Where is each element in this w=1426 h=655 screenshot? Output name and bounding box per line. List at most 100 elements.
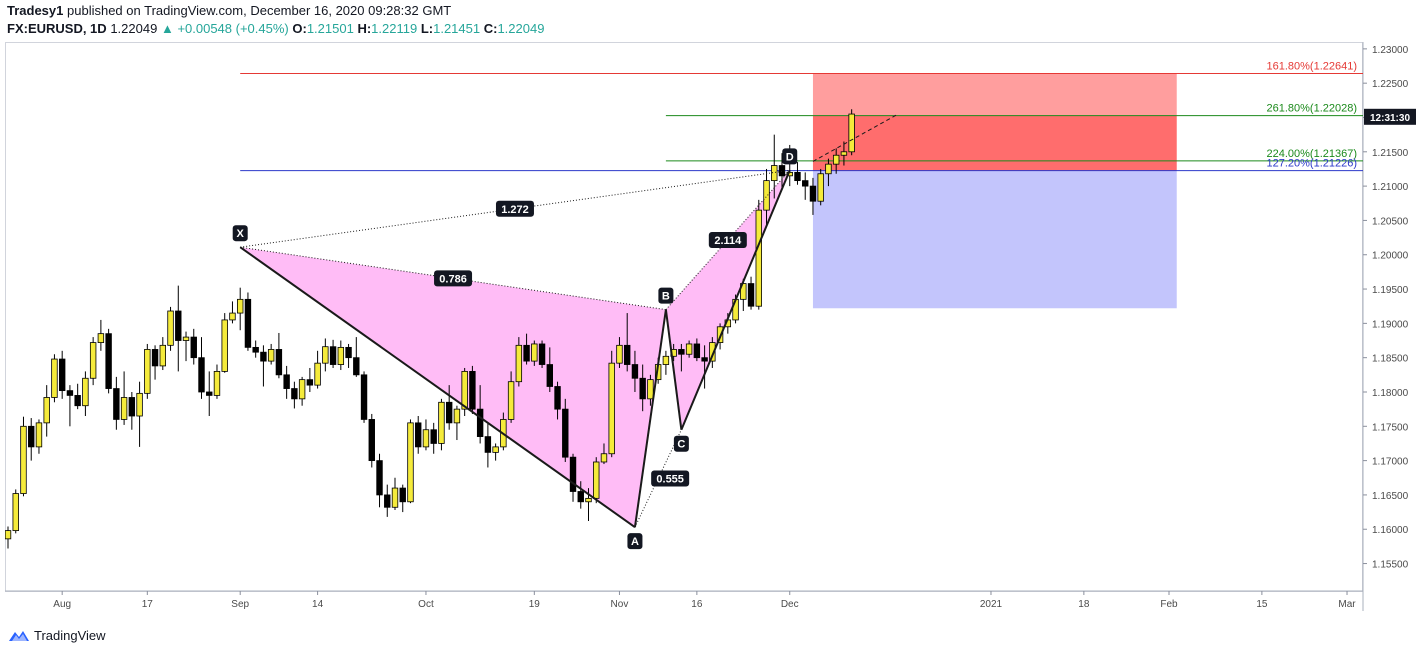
- open-label: O:: [292, 21, 307, 36]
- bear-candle: [624, 344, 631, 365]
- bull-candle: [600, 453, 608, 463]
- pattern-point-X: X: [237, 228, 245, 240]
- bear-candle: [809, 185, 817, 202]
- bear-candle: [283, 374, 290, 389]
- stop-loss-zone: [812, 115, 1177, 171]
- leg-xa: [239, 246, 636, 528]
- pattern-point-B-bg: [658, 287, 674, 304]
- bear-candle: [275, 349, 283, 376]
- time-tick-label: 17: [142, 599, 154, 610]
- bear-candle: [802, 180, 809, 187]
- publish-info: Tradesy1 published on TradingView.com, D…: [7, 3, 451, 18]
- bull-candle: [461, 370, 468, 410]
- bull-candle: [438, 401, 445, 444]
- target-zone: [812, 170, 1177, 309]
- pattern-point-D-bg: [782, 148, 798, 165]
- bear-candle: [244, 298, 252, 348]
- pattern-point-C-bg: [673, 435, 689, 452]
- price-tick-label: 1.19000: [1372, 319, 1409, 330]
- bull-candle: [144, 349, 151, 394]
- bull-candle: [20, 425, 27, 494]
- price-tick-label: 1.23000: [1372, 45, 1409, 56]
- bull-candle: [848, 113, 855, 153]
- bear-candle: [58, 358, 66, 392]
- leg-cd: [680, 169, 791, 431]
- time-tick-label: 18: [1078, 599, 1090, 610]
- bear-candle: [28, 425, 35, 448]
- bull-candle: [685, 343, 693, 355]
- candles-group: [5, 109, 855, 549]
- bear-candle: [128, 397, 136, 417]
- price-chart[interactable]: 1.230001.225001.220001.215001.210001.205…: [5, 42, 1421, 620]
- ratio-label-bg: [495, 200, 534, 217]
- fib-level-label: 224.00%(1.21367): [1266, 148, 1357, 160]
- bear-candle: [360, 374, 368, 420]
- bear-candle: [701, 357, 708, 362]
- bull-candle: [337, 346, 345, 365]
- xab-triangle: [240, 247, 666, 528]
- bull-candle: [51, 358, 58, 398]
- footer-brand[interactable]: TradingView: [34, 628, 106, 643]
- bull-candle: [89, 342, 97, 379]
- symbol-label[interactable]: FX:EURUSD, 1D: [7, 21, 107, 36]
- bull-candle: [43, 397, 50, 424]
- bear-candle: [306, 379, 314, 386]
- bull-candle: [221, 319, 228, 372]
- ratio-label: 0.786: [439, 273, 467, 285]
- bear-candle: [345, 346, 352, 359]
- bull-candle: [322, 346, 329, 364]
- bull-candle: [236, 298, 244, 314]
- fib-level-label: 161.80%(1.22641): [1266, 60, 1357, 72]
- bull-candle: [453, 408, 461, 424]
- low-label: L:: [420, 21, 434, 36]
- bear-candle: [678, 349, 685, 355]
- time-tick-label: 14: [312, 599, 324, 610]
- bull-candle: [507, 381, 515, 420]
- close-value: 1.22049: [497, 21, 545, 36]
- time-tick-label: 2021: [980, 599, 1003, 610]
- bear-candle: [430, 429, 437, 444]
- close-label: C:: [483, 21, 498, 36]
- bull-candle: [662, 355, 670, 365]
- price-change: +0.00548 (+0.45%): [177, 21, 289, 36]
- bull-candle: [12, 493, 19, 532]
- bear-candle: [639, 377, 646, 400]
- bull-candle: [593, 461, 600, 499]
- bear-candle: [175, 310, 182, 341]
- bull-candle: [298, 379, 306, 400]
- bear-candle: [546, 364, 553, 387]
- bull-candle: [647, 379, 654, 400]
- time-tick-label: Oct: [418, 599, 434, 610]
- low-value: 1.21451: [433, 21, 481, 36]
- pattern-point-A-bg: [627, 533, 643, 550]
- bcd-triangle: [665, 170, 790, 430]
- ratio-label-bg: [434, 270, 473, 287]
- bull-candle: [709, 342, 716, 362]
- bull-candle: [422, 429, 430, 448]
- price-tick-label: 1.20000: [1372, 251, 1409, 262]
- last-price: 1.22049: [110, 21, 158, 36]
- time-tick-label: Feb: [1160, 599, 1178, 610]
- bull-candle: [832, 154, 840, 165]
- pattern-point-C: C: [677, 439, 685, 451]
- bear-candle: [523, 344, 530, 362]
- current-price-tag-bg: [1364, 108, 1416, 125]
- bear-candle: [252, 346, 259, 353]
- bear-candle: [376, 460, 383, 496]
- symbol-info: FX:EURUSD, 1D 1.22049 ▲ +0.00548 (+0.45%…: [7, 21, 544, 36]
- author-name[interactable]: Tradesy1: [7, 3, 64, 18]
- bear-candle: [260, 351, 267, 362]
- bear-candle: [569, 456, 577, 492]
- upper-risk-zone: [812, 73, 1177, 116]
- bull-candle: [267, 349, 275, 362]
- tradingview-logo-icon[interactable]: [8, 629, 30, 643]
- bull-candle: [515, 344, 523, 383]
- pattern-point-B: B: [662, 291, 670, 303]
- ratio-label: 0.555: [656, 473, 684, 485]
- bull-candle: [531, 343, 538, 362]
- ratio-label-bg: [651, 470, 690, 487]
- bear-candle: [445, 401, 453, 424]
- bull-candle: [771, 165, 778, 182]
- bull-candle: [159, 344, 166, 367]
- ratio-label: 2.114: [714, 235, 742, 247]
